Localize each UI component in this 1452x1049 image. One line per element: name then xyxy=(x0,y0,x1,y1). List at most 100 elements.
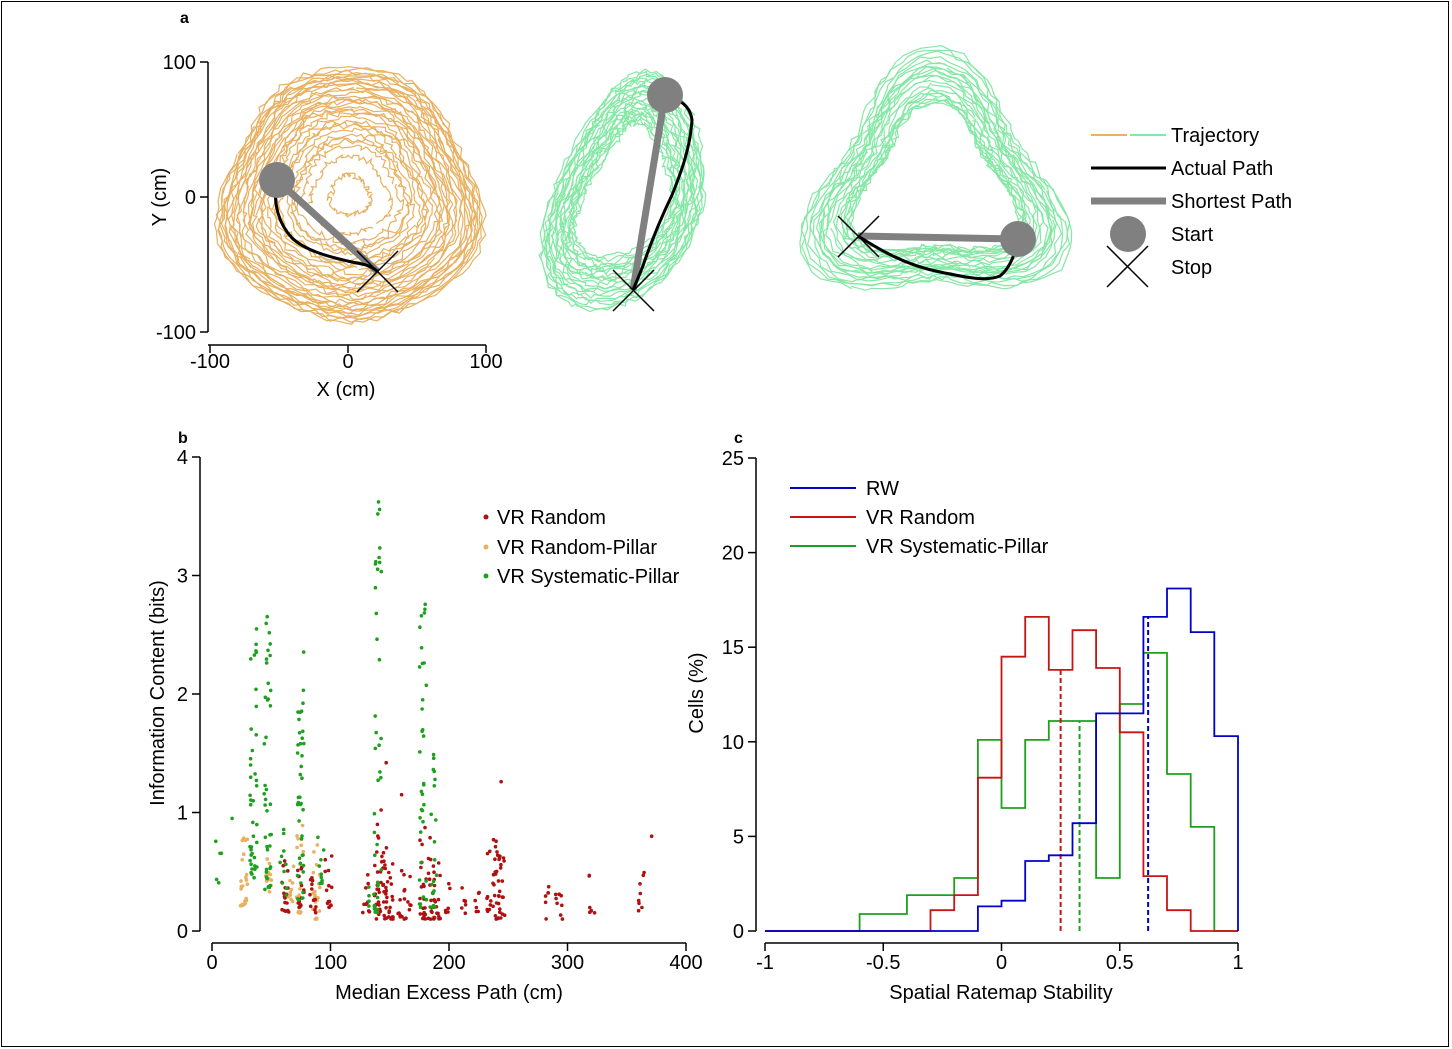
b-point-vr-random xyxy=(502,859,506,863)
b-point-vr-random xyxy=(366,873,370,877)
b-point-vr-random xyxy=(377,890,382,895)
panel-c-label: c xyxy=(734,430,743,447)
b-point-vr-random-pillar xyxy=(265,857,270,861)
trajectory-line xyxy=(799,44,1073,291)
b-point-vr-systematic-pillar xyxy=(249,862,253,866)
b-point-vr-systematic-pillar xyxy=(301,807,305,812)
b-point-vr-systematic-pillar xyxy=(297,856,302,860)
b-point-vr-systematic-pillar xyxy=(421,895,426,899)
actual-path-2 xyxy=(631,93,694,291)
b-point-vr-systematic-pillar xyxy=(423,607,427,612)
b-point-vr-random xyxy=(364,886,368,890)
b-point-vr-systematic-pillar xyxy=(377,555,381,560)
b-point-vr-systematic-pillar xyxy=(301,853,305,857)
b-point-vr-random xyxy=(587,873,592,878)
b-point-vr-random xyxy=(381,850,386,855)
b-point-vr-random xyxy=(499,916,503,920)
b-point-vr-random xyxy=(488,849,492,854)
b-point-vr-systematic-pillar xyxy=(301,688,306,693)
panel-a-axes xyxy=(200,61,487,353)
b-point-vr-systematic-pillar xyxy=(373,910,378,914)
b-point-vr-systematic-pillar xyxy=(297,717,301,722)
c-hist-rw xyxy=(765,587,1239,932)
b-point-vr-random xyxy=(285,901,289,905)
panel-a-label: a xyxy=(180,10,189,27)
trajectory-line xyxy=(815,65,1056,277)
b-point-vr-random xyxy=(381,900,386,904)
b-point-vr-systematic-pillar xyxy=(248,802,253,807)
b-point-vr-systematic-pillar xyxy=(374,730,379,735)
b-point-vr-random xyxy=(282,859,287,863)
c-ytick-label: 5 xyxy=(733,826,744,848)
b-point-vr-systematic-pillar xyxy=(419,860,423,865)
b-point-vr-systematic-pillar xyxy=(284,862,288,867)
b-point-vr-random-pillar xyxy=(296,910,301,915)
b-point-vr-random xyxy=(378,907,382,912)
b-point-vr-random xyxy=(493,914,498,918)
b-point-vr-systematic-pillar xyxy=(299,801,303,806)
c-ytick-label: 20 xyxy=(722,543,744,565)
b-point-vr-systematic-pillar xyxy=(264,735,268,740)
b-point-vr-random-pillar xyxy=(314,863,319,867)
b-point-vr-systematic-pillar xyxy=(252,875,256,880)
b-point-vr-random xyxy=(649,834,654,838)
trajectory-line xyxy=(819,69,1052,274)
b-point-vr-random xyxy=(638,882,642,886)
b-ytick-label: 1 xyxy=(177,803,188,825)
stop-marker-3 xyxy=(837,215,880,258)
b-xtick-label: 0 xyxy=(206,952,217,974)
trajectory-real-arena xyxy=(213,66,487,325)
b-point-vr-random xyxy=(485,851,490,856)
b-point-vr-random xyxy=(379,808,383,812)
b-point-vr-systematic-pillar xyxy=(321,848,326,852)
b-point-vr-systematic-pillar xyxy=(374,611,379,616)
b-point-vr-random xyxy=(313,908,317,912)
b-point-vr-systematic-pillar xyxy=(432,858,437,862)
b-point-vr-systematic-pillar xyxy=(300,736,305,740)
panel-b-label: b xyxy=(178,430,188,447)
b-point-vr-systematic-pillar xyxy=(264,661,269,665)
b-point-vr-systematic-pillar xyxy=(266,648,270,653)
b-point-vr-random xyxy=(499,862,503,867)
b-point-vr-systematic-pillar xyxy=(418,830,423,834)
b-point-vr-random xyxy=(384,900,389,904)
c-ytick-label: 25 xyxy=(722,448,744,470)
b-point-vr-systematic-pillar xyxy=(295,873,300,878)
trajectory-line xyxy=(840,89,1031,259)
b-point-vr-systematic-pillar xyxy=(430,882,434,887)
b-point-vr-systematic-pillar xyxy=(265,844,269,849)
b-point-vr-systematic-pillar xyxy=(420,728,425,732)
b-point-vr-random xyxy=(436,861,441,865)
trajectory-line xyxy=(247,96,454,294)
b-point-vr-random xyxy=(297,905,301,910)
b-point-vr-random xyxy=(399,792,404,797)
b-point-vr-random xyxy=(500,912,505,916)
b-point-vr-systematic-pillar xyxy=(379,736,383,741)
b-xtick-label: 400 xyxy=(669,952,702,974)
b-point-vr-systematic-pillar xyxy=(284,893,289,897)
trajectory-line xyxy=(551,89,695,293)
b-point-vr-random xyxy=(554,896,558,901)
b-point-vr-systematic-pillar xyxy=(279,854,284,859)
c-xtick-label: 0 xyxy=(996,952,1007,974)
b-point-vr-random xyxy=(426,916,431,921)
b-point-vr-random xyxy=(402,872,406,877)
b-point-vr-systematic-pillar xyxy=(254,627,259,631)
b-point-vr-systematic-pillar xyxy=(418,750,422,754)
b-point-vr-random xyxy=(495,850,499,854)
b-point-vr-systematic-pillar xyxy=(432,784,437,788)
b-point-vr-random xyxy=(641,873,646,878)
b-point-vr-systematic-pillar xyxy=(302,741,306,746)
b-point-vr-systematic-pillar xyxy=(268,642,273,646)
b-point-vr-systematic-pillar xyxy=(262,792,267,796)
b-point-vr-systematic-pillar xyxy=(282,869,286,874)
b-point-vr-random xyxy=(422,915,426,919)
trajectory-line xyxy=(286,133,416,256)
b-point-vr-systematic-pillar xyxy=(320,881,324,885)
trajectory-line xyxy=(801,49,1071,287)
b-point-vr-random-pillar xyxy=(312,850,316,854)
b-point-vr-systematic-pillar xyxy=(300,754,304,758)
b-point-vr-random xyxy=(329,854,334,858)
b-point-vr-systematic-pillar xyxy=(268,802,273,806)
b-point-vr-random xyxy=(438,916,443,921)
